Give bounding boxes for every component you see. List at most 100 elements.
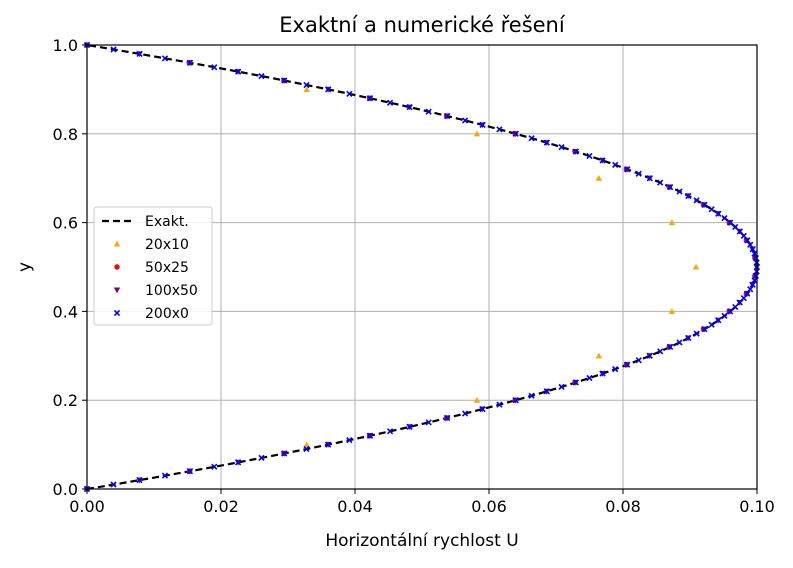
data-point xyxy=(136,476,143,484)
data-point xyxy=(473,397,481,403)
legend-item: Exakt. xyxy=(102,214,189,230)
data-point xyxy=(676,339,683,346)
data-point xyxy=(346,437,353,444)
data-point xyxy=(751,250,758,257)
legend-marker xyxy=(114,264,120,270)
data-point xyxy=(657,179,664,186)
data-point xyxy=(595,352,603,359)
data-point xyxy=(496,401,503,408)
data-point xyxy=(325,86,332,93)
y-tick-label: 0.0 xyxy=(53,480,78,499)
exact-curve xyxy=(86,43,759,491)
data-point xyxy=(635,357,642,364)
data-point xyxy=(666,343,674,351)
data-point xyxy=(543,388,550,395)
x-axis-label: Horizontální rychlost U xyxy=(325,531,518,551)
data-point xyxy=(512,130,519,137)
x-tick-label: 0.02 xyxy=(203,497,239,516)
data-point xyxy=(693,197,700,204)
data-point xyxy=(258,72,265,80)
data-point xyxy=(727,308,734,315)
data-point xyxy=(692,263,700,270)
data-point xyxy=(543,139,550,146)
chart-title: Exaktní a numerické řešení xyxy=(279,13,566,37)
data-point xyxy=(612,161,619,169)
data-point xyxy=(668,308,676,314)
data-point xyxy=(496,126,503,133)
data-point xyxy=(281,77,288,84)
data-point xyxy=(186,468,194,475)
data-point xyxy=(736,228,743,235)
legend-item: 200x0 xyxy=(113,306,189,322)
x-tick-label: 0.04 xyxy=(337,497,373,516)
y-tick-label: 0.2 xyxy=(53,391,78,410)
data-point xyxy=(708,206,715,213)
data-point xyxy=(528,392,535,399)
legend-item: 100x50 xyxy=(113,283,198,299)
data-point xyxy=(708,321,715,328)
data-point xyxy=(732,223,739,231)
data-point xyxy=(386,99,394,106)
data-point xyxy=(721,215,728,222)
legend-label: 50x25 xyxy=(145,260,189,276)
legend-label: 20x10 xyxy=(145,237,189,253)
data-point xyxy=(512,397,519,404)
legend-box xyxy=(93,206,213,326)
data-point xyxy=(366,95,374,102)
data-point xyxy=(303,441,310,448)
data-point xyxy=(685,192,692,200)
data-point xyxy=(599,370,606,377)
data-point xyxy=(558,383,565,391)
legend-item: 20x10 xyxy=(113,237,189,253)
data-point xyxy=(444,112,451,120)
data-point xyxy=(211,64,218,71)
data-point xyxy=(325,441,332,448)
data-point xyxy=(657,348,664,355)
data-point xyxy=(346,90,353,97)
data-point xyxy=(599,157,606,164)
x-tick-label: 0.08 xyxy=(605,497,641,516)
legend-label: 100x50 xyxy=(145,283,198,299)
data-point xyxy=(749,246,756,253)
data-point xyxy=(676,188,683,195)
data-point xyxy=(406,423,413,430)
data-point xyxy=(715,317,722,324)
data-point xyxy=(732,303,739,311)
legend-item: 50x25 xyxy=(114,260,189,276)
legend-label: 200x0 xyxy=(145,306,189,322)
legend-marker xyxy=(113,287,121,294)
data-point xyxy=(235,459,242,466)
data-point xyxy=(701,326,708,333)
data-point xyxy=(303,445,310,453)
data-point xyxy=(685,334,692,342)
data-point xyxy=(747,286,754,293)
data-point xyxy=(303,81,310,89)
plot-area xyxy=(83,41,761,493)
data-point xyxy=(110,481,117,488)
data-point xyxy=(444,414,451,422)
data-point xyxy=(751,277,758,284)
data-point xyxy=(479,405,486,413)
data-point xyxy=(406,104,413,111)
data-point xyxy=(366,432,374,439)
data-point xyxy=(235,68,242,75)
data-point xyxy=(646,175,653,182)
data-point xyxy=(558,143,565,151)
data-point xyxy=(747,241,754,248)
data-point xyxy=(744,290,751,297)
data-point xyxy=(479,121,486,129)
y-tick-label: 0.8 xyxy=(53,125,78,144)
data-point xyxy=(110,46,117,53)
data-point xyxy=(161,55,169,62)
data-point xyxy=(595,175,603,181)
data-point xyxy=(666,183,674,191)
x-tick-label: 0.06 xyxy=(471,497,507,516)
y-tick-label: 0.4 xyxy=(53,302,78,321)
data-point xyxy=(303,86,310,92)
data-point xyxy=(721,312,728,319)
data-point xyxy=(635,170,642,177)
y-axis-label: y xyxy=(15,262,35,272)
data-point xyxy=(668,219,676,226)
data-point xyxy=(586,152,593,160)
